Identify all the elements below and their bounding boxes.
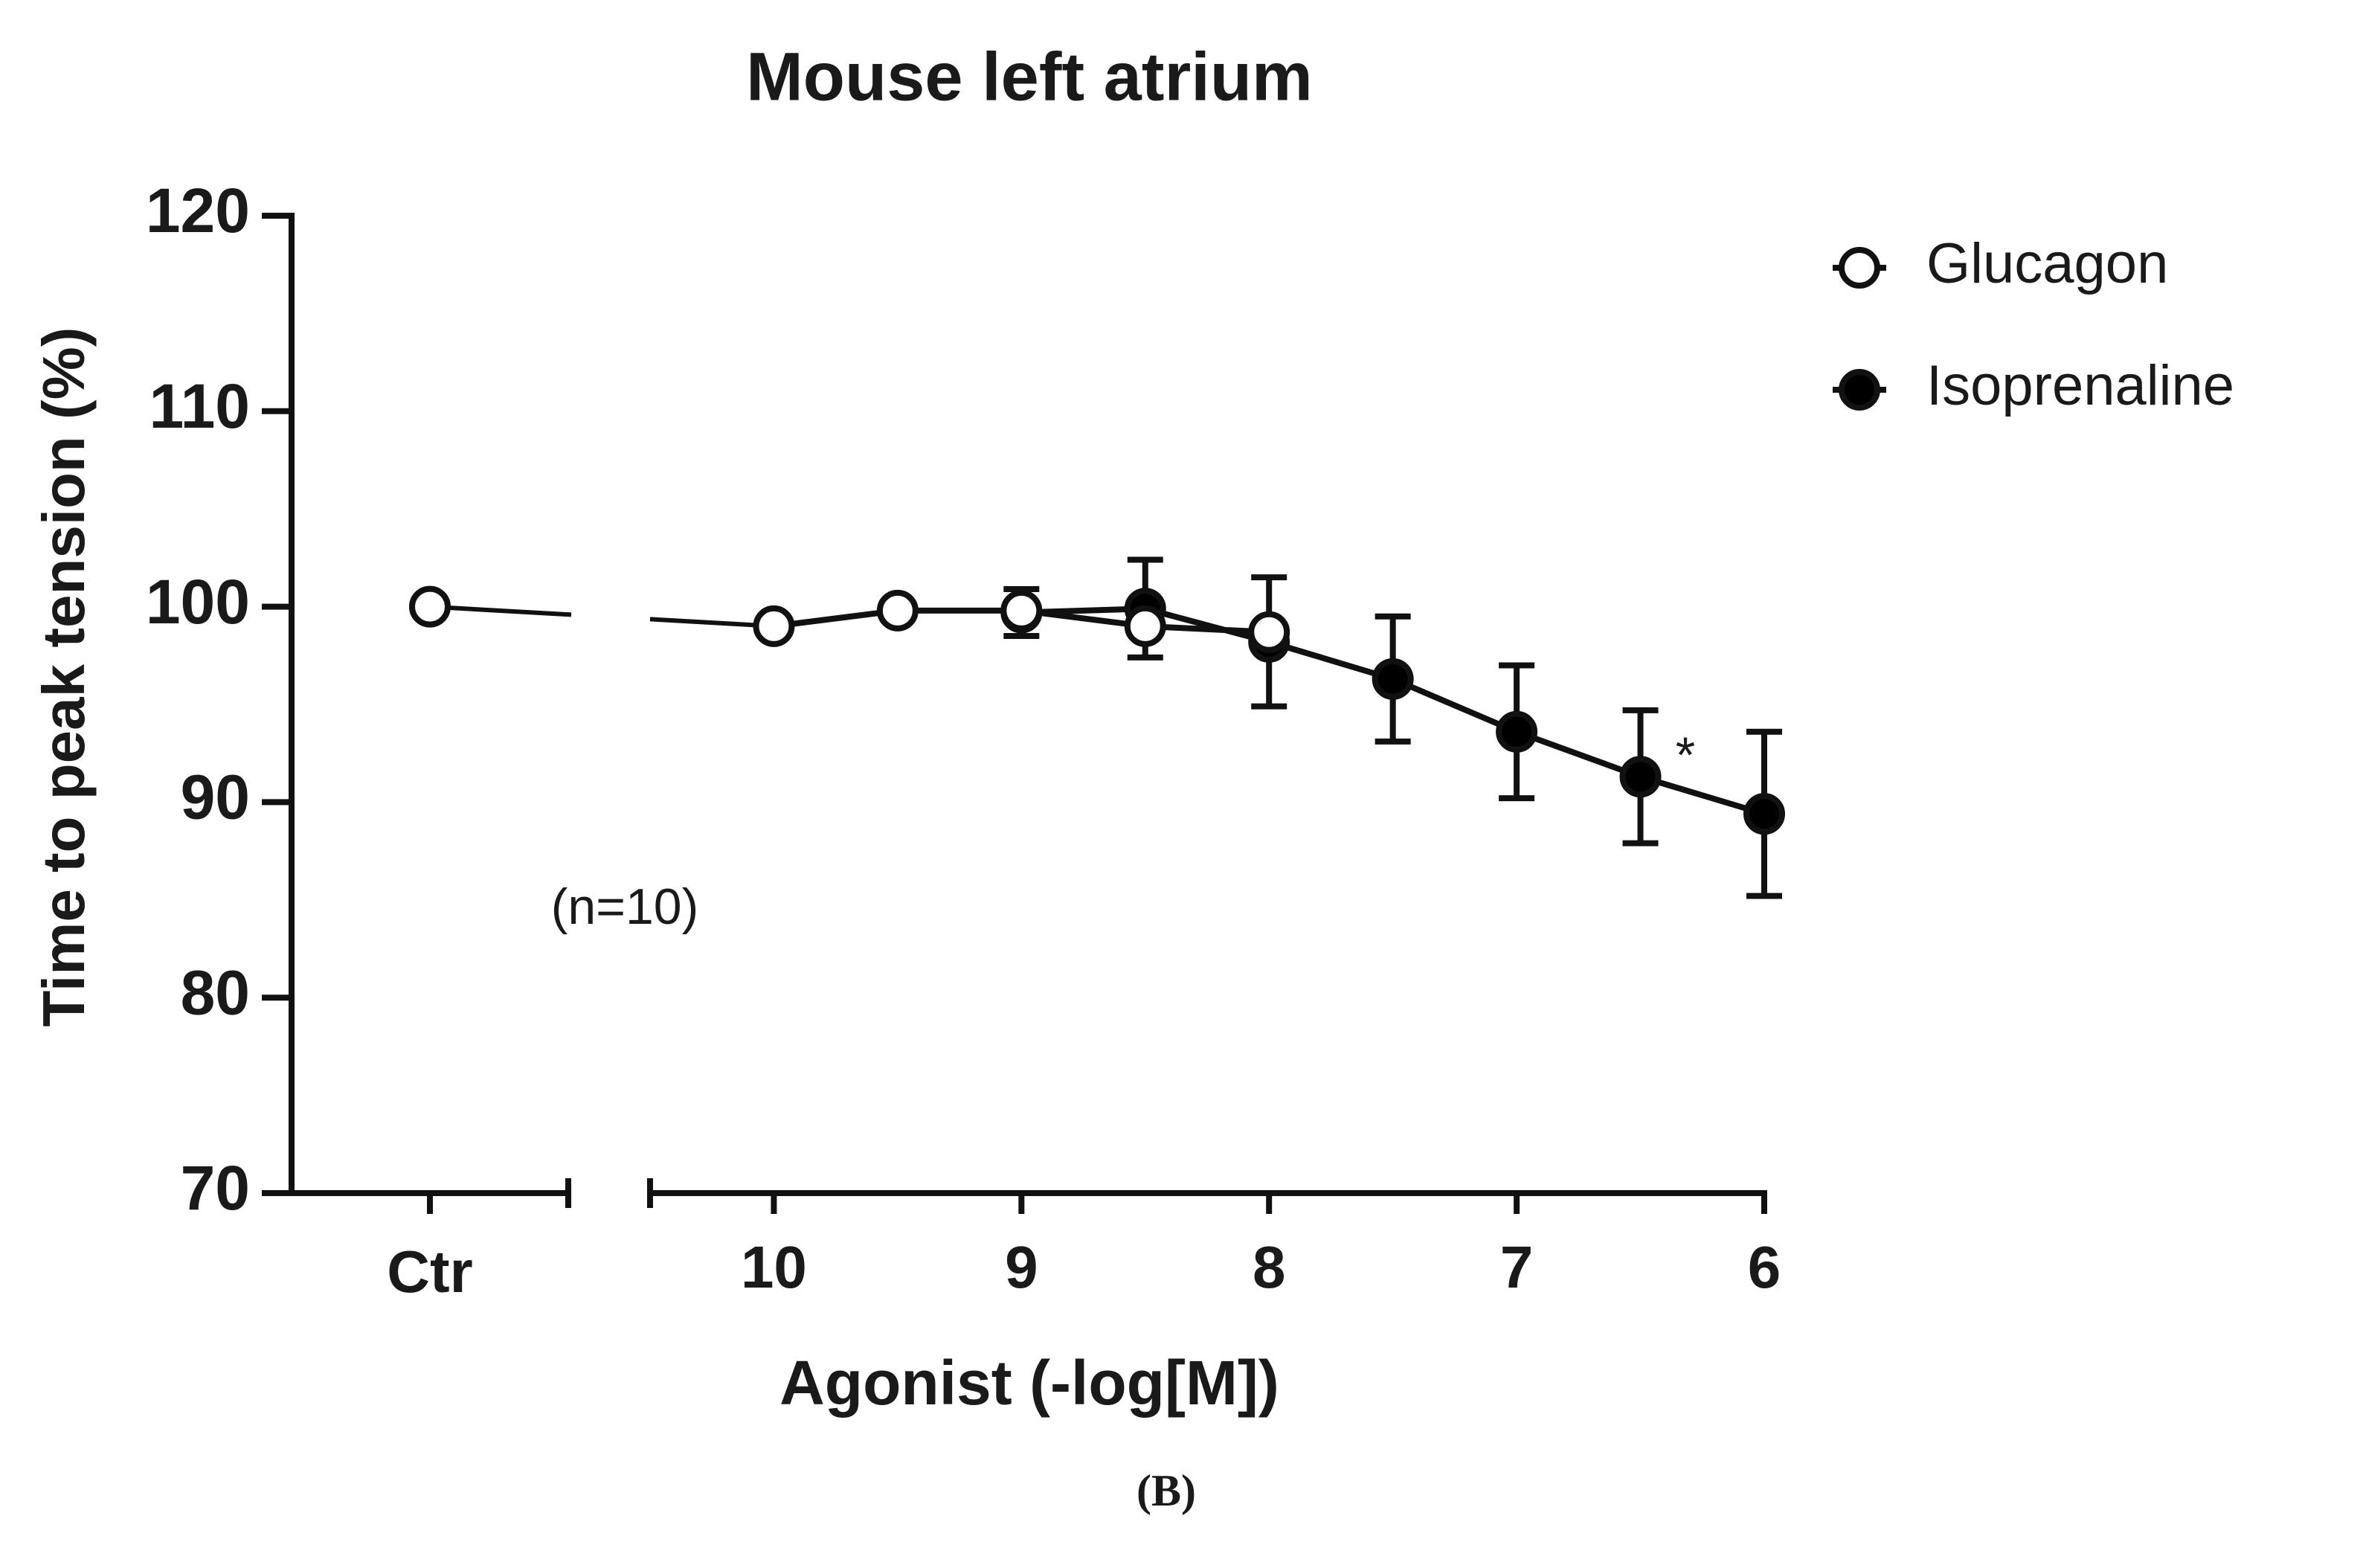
y-axis-label: Time to peak tension (%) [30, 327, 97, 1027]
x-tick-label: 8 [1253, 1234, 1286, 1300]
annotation: (n=10) [551, 878, 698, 935]
legend-marker [1839, 369, 1880, 411]
data-point [1000, 589, 1043, 632]
connector [429, 604, 572, 617]
y-tick-label: 120 [146, 176, 250, 245]
x-tick-label: 9 [1005, 1234, 1038, 1300]
y-tick-label: 80 [181, 957, 250, 1027]
data-point [1248, 611, 1290, 653]
x-tick-label: 10 [741, 1234, 807, 1300]
x-tick-label: 6 [1748, 1234, 1781, 1300]
data-point [1124, 605, 1166, 647]
legend-marker [1839, 247, 1880, 289]
data-point [753, 605, 795, 647]
legend-label: Isoprenaline [1926, 354, 2234, 417]
y-tick-label: 100 [146, 567, 250, 637]
data-point [876, 589, 919, 632]
x-axis-label: Agonist (-log[M]) [779, 1348, 1279, 1418]
x-tick-label: 7 [1500, 1234, 1534, 1300]
data-point [1619, 756, 1662, 798]
x-tick-label: Ctr [387, 1238, 473, 1305]
y-tick-label: 90 [181, 762, 250, 832]
legend-label: Glucagon [1926, 232, 2168, 295]
data-point [1496, 710, 1538, 753]
chart-title: Mouse left atrium [746, 39, 1313, 115]
annotation: * [1676, 727, 1695, 783]
y-tick-label: 110 [149, 371, 250, 441]
data-point [1743, 793, 1785, 835]
caption: (B) [1136, 1466, 1196, 1515]
data-point [409, 585, 451, 628]
y-tick-label: 70 [181, 1153, 250, 1223]
data-point [1372, 658, 1414, 700]
